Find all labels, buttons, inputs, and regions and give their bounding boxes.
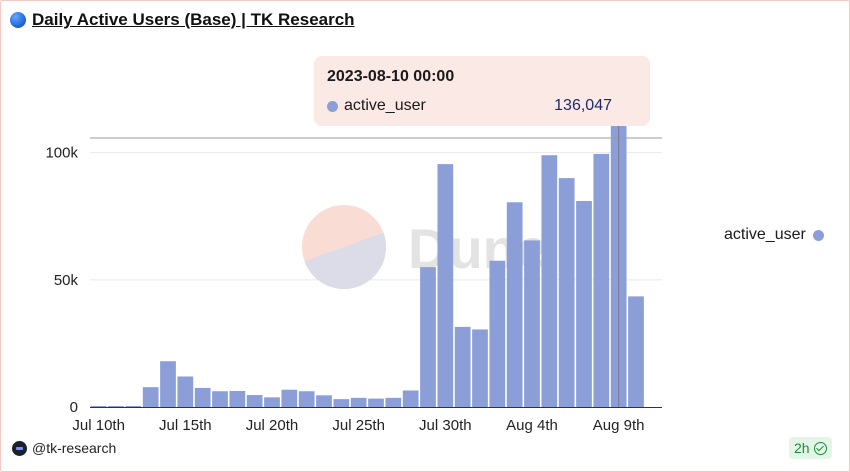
bar-2023-07-24[interactable] (333, 399, 350, 407)
bar-2023-07-27[interactable] (385, 397, 402, 407)
tooltip-series-name: active_user (344, 97, 426, 114)
bar-2023-08-10[interactable] (628, 296, 644, 407)
x-tick-label-0: Jul 10th (72, 417, 125, 434)
x-tick-label-2: Jul 20th (246, 417, 299, 434)
avatar (12, 440, 27, 456)
bar-2023-08-02[interactable] (489, 260, 506, 407)
bar-2023-07-30[interactable] (437, 164, 454, 407)
tooltip-series-dot (327, 101, 338, 112)
x-tick-label-6: Aug 9th (593, 417, 645, 434)
bar-2023-07-11[interactable] (108, 406, 124, 407)
x-tick-label-5: Aug 4th (506, 417, 558, 434)
base-logo-icon (10, 12, 26, 28)
bar-2023-07-17[interactable] (212, 391, 228, 407)
check-circle-icon (813, 441, 827, 455)
y-tick-label-2: 100k (45, 145, 78, 162)
bar-2023-07-25[interactable] (350, 397, 367, 407)
tooltip-value: 136,047 (554, 97, 612, 114)
x-tick-label-4: Jul 30th (419, 417, 472, 434)
refresh-status-badge[interactable]: 2h (789, 437, 832, 459)
bar-2023-08-08[interactable] (593, 153, 610, 407)
bar-2023-07-22[interactable] (298, 391, 315, 407)
bar-2023-08-01[interactable] (472, 329, 488, 407)
legend-label: active_user (724, 226, 806, 243)
bar-2023-07-14[interactable] (160, 361, 176, 407)
bar-2023-07-10[interactable] (90, 406, 107, 407)
chart-title: Daily Active Users (Base) | TK Research (32, 10, 355, 29)
bar-series (90, 61, 644, 407)
bar-2023-07-16[interactable] (194, 387, 211, 407)
x-tick-label-3: Jul 25th (332, 417, 385, 434)
x-axis: Jul 10th Jul 15th Jul 20th Jul 25th Jul 30th… (72, 407, 662, 434)
bar-2023-08-06[interactable] (558, 178, 575, 407)
legend-item-active-user[interactable]: active_user (724, 226, 824, 244)
bar-2023-07-21[interactable] (281, 389, 298, 407)
bar-2023-08-07[interactable] (576, 200, 592, 407)
author-name: @tk-research (32, 440, 117, 456)
bar-2023-07-20[interactable] (264, 397, 280, 407)
y-tick-label-1: 50k (54, 272, 79, 289)
y-tick-label-0: 0 (70, 399, 78, 416)
tooltip-date: 2023-08-10 00:00 (327, 68, 455, 85)
x-tick-label-1: Jul 15th (159, 417, 212, 434)
y-axis: 0 50k 100k (45, 145, 78, 416)
badge-text: 2h (794, 440, 810, 456)
tooltip: 2023-08-10 00:00 active_user 136,047 (314, 56, 650, 126)
bar-2023-08-03[interactable] (506, 202, 523, 407)
bar-2023-08-05[interactable] (541, 155, 558, 407)
bar-2023-07-19[interactable] (246, 395, 263, 407)
bar-2023-07-12[interactable] (125, 405, 142, 407)
watermark-logo-lower-icon (304, 232, 386, 289)
legend-dot (812, 229, 824, 241)
bar-2023-07-28[interactable] (402, 390, 419, 407)
author-link[interactable]: @tk-research (12, 440, 116, 456)
bar-2023-08-04[interactable] (524, 240, 540, 407)
bar-2023-07-23[interactable] (316, 395, 332, 407)
bar-2023-07-18[interactable] (229, 390, 246, 407)
bar-2023-07-29[interactable] (420, 267, 436, 407)
bar-2023-07-13[interactable] (142, 387, 159, 407)
bar-2023-07-15[interactable] (177, 376, 194, 407)
bar-2023-07-31[interactable] (454, 326, 471, 407)
bar-2023-07-26[interactable] (368, 398, 384, 407)
chart-title-link[interactable]: Daily Active Users (Base) | TK Research (10, 10, 355, 30)
